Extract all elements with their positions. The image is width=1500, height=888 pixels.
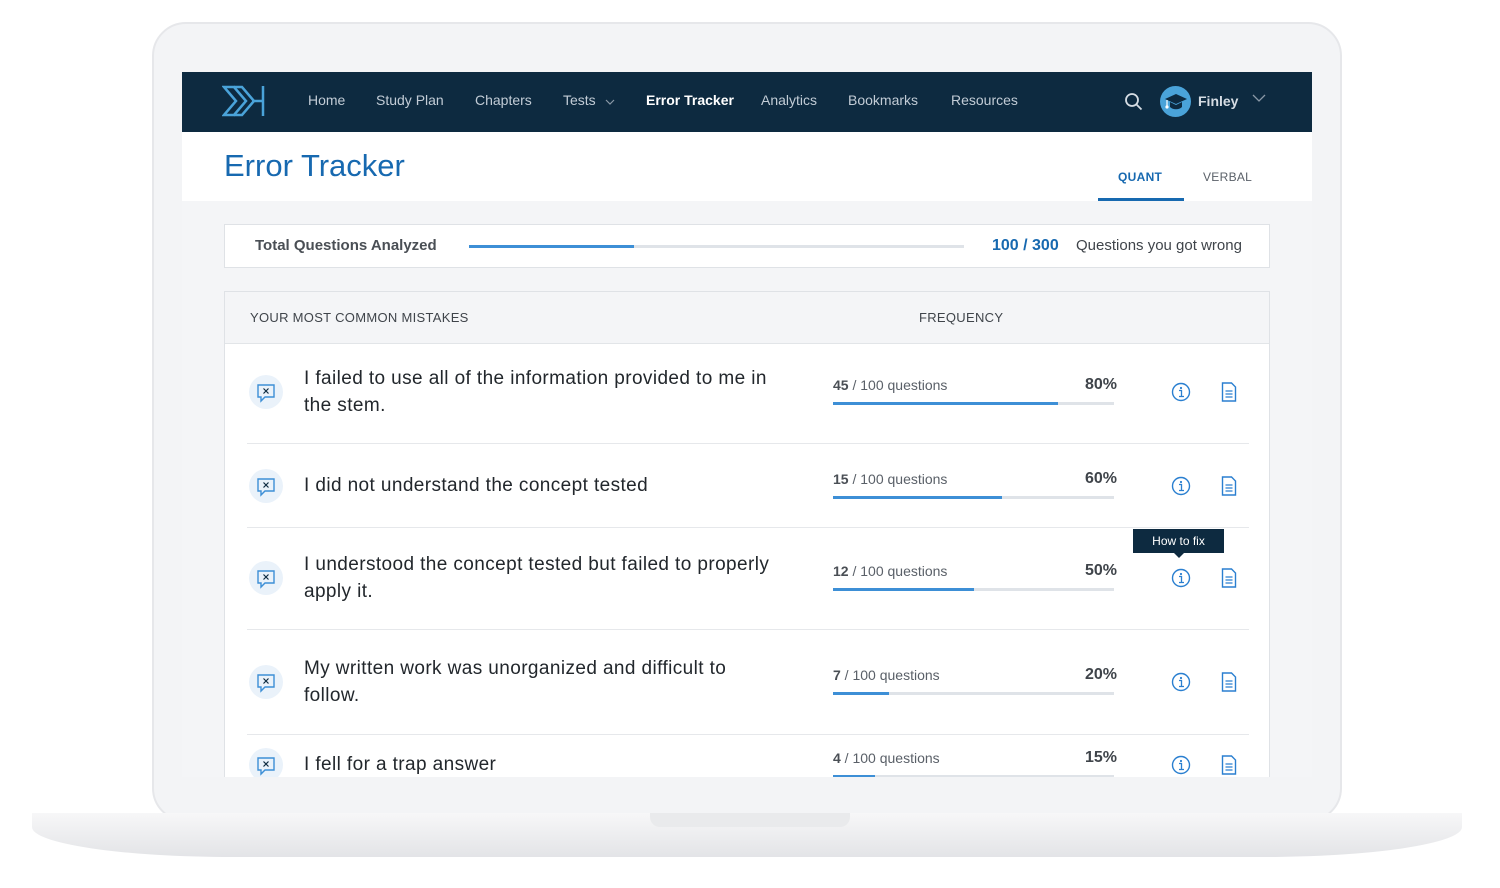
frequency-fill: [833, 588, 974, 591]
nav-tests[interactable]: Tests: [563, 92, 596, 108]
frequency-bar: [833, 775, 1114, 777]
col-mistakes: YOUR MOST COMMON MISTAKES: [250, 310, 469, 325]
count-suffix: / 100 questions: [840, 750, 940, 766]
document-icon[interactable]: [1221, 476, 1237, 496]
count-suffix: / 100 questions: [848, 377, 948, 393]
logo-icon[interactable]: [222, 84, 266, 118]
mistake-text: I did not understand the concept tested: [304, 475, 649, 496]
mistake-icon: [249, 375, 283, 409]
count-number: 15: [833, 471, 849, 487]
mistake-text: I fell for a trap answer: [304, 754, 497, 775]
info-icon[interactable]: [1171, 568, 1191, 588]
tab-verbal[interactable]: VERBAL: [1203, 170, 1253, 184]
count-suffix: / 100 questions: [848, 471, 948, 487]
frequency-fill: [833, 402, 1058, 405]
count-suffix: / 100 questions: [840, 667, 940, 683]
document-icon[interactable]: [1221, 755, 1237, 775]
table-row: I understood the concept tested but fail…: [247, 528, 1249, 630]
frequency-percent: 80%: [1084, 376, 1117, 393]
how-to-fix-tooltip: How to fix: [1133, 529, 1224, 558]
nav-error-tracker[interactable]: Error Tracker: [646, 92, 734, 108]
nav-resources[interactable]: Resources: [951, 92, 1018, 108]
screen: Home Study Plan Chapters Tests Error Tra…: [182, 72, 1312, 777]
table-header: YOUR MOST COMMON MISTAKES FREQUENCY: [225, 292, 1269, 344]
mistake-icon: [249, 561, 283, 595]
frequency-fill: [833, 692, 890, 695]
page-header: Error Tracker QUANT VERBAL: [182, 132, 1312, 201]
count-number: 7: [833, 667, 841, 683]
question-count: 4 / 100 questions: [833, 750, 940, 766]
frequency-fill: [833, 496, 1002, 499]
nav-home[interactable]: Home: [308, 92, 346, 108]
tab-quant[interactable]: QUANT: [1118, 170, 1163, 184]
count-suffix: / 100 questions: [848, 563, 948, 579]
question-count: 7 / 100 questions: [833, 667, 940, 683]
active-tab-indicator: [1098, 198, 1184, 201]
page-title: Error Tracker: [224, 148, 405, 183]
mistake-text: I failed to use all of the information p…: [304, 368, 767, 416]
document-icon[interactable]: [1221, 382, 1237, 402]
total-progress-fill: [469, 245, 634, 248]
avatar[interactable]: [1160, 86, 1191, 117]
total-progress-bar: [469, 245, 964, 248]
nav-study-plan[interactable]: Study Plan: [376, 92, 444, 108]
frequency-bar: [833, 402, 1114, 405]
count-number: 45: [833, 377, 849, 393]
user-name[interactable]: Finley: [1198, 93, 1239, 109]
top-nav: Home Study Plan Chapters Tests Error Tra…: [182, 72, 1312, 132]
document-icon[interactable]: [1221, 568, 1237, 588]
mistake-icon: [249, 748, 283, 777]
chevron-down-icon[interactable]: [605, 99, 615, 105]
frequency-fill: [833, 775, 876, 777]
frequency-percent: 50%: [1084, 562, 1117, 579]
mistake-text: I understood the concept tested but fail…: [304, 554, 770, 602]
frequency-percent: 15%: [1084, 749, 1117, 766]
mistake-icon: [249, 665, 283, 699]
table-row: I fell for a trap answer 4 / 100 questio…: [247, 735, 1249, 777]
frequency-bar: [833, 692, 1114, 695]
table-row: I did not understand the concept tested …: [247, 444, 1249, 528]
question-count: 15 / 100 questions: [833, 471, 947, 487]
info-icon[interactable]: [1171, 755, 1191, 775]
question-count: 12 / 100 questions: [833, 563, 947, 579]
frequency-bar: [833, 496, 1114, 499]
nav-analytics[interactable]: Analytics: [761, 92, 818, 108]
question-count: 45 / 100 questions: [833, 377, 947, 393]
mistakes-table: YOUR MOST COMMON MISTAKES FREQUENCY I fa…: [224, 291, 1270, 777]
count-number: 4: [833, 750, 841, 766]
total-label: Total Questions Analyzed: [255, 237, 437, 254]
document-icon[interactable]: [1221, 672, 1237, 692]
nav-chapters[interactable]: Chapters: [475, 92, 532, 108]
mistake-icon: [249, 469, 283, 503]
info-icon[interactable]: [1171, 476, 1191, 496]
frequency-percent: 20%: [1084, 666, 1117, 683]
laptop-notch: [650, 813, 850, 827]
total-questions-card: Total Questions Analyzed 100 / 300 Quest…: [224, 224, 1270, 268]
col-frequency: FREQUENCY: [919, 310, 1004, 325]
total-caption: Questions you got wrong: [1076, 237, 1242, 254]
table-row: I failed to use all of the information p…: [247, 344, 1249, 444]
graduation-cap-icon: [1165, 94, 1187, 110]
chevron-down-icon[interactable]: [1252, 94, 1266, 102]
total-count: 100 / 300: [992, 237, 1059, 254]
table-row: My written work was unorganized and diff…: [247, 630, 1249, 735]
frequency-bar: [833, 588, 1114, 591]
mistake-text: My written work was unorganized and diff…: [304, 658, 727, 706]
search-icon[interactable]: [1124, 92, 1144, 112]
frequency-percent: 60%: [1084, 470, 1117, 487]
info-icon[interactable]: [1171, 382, 1191, 402]
count-number: 12: [833, 563, 849, 579]
nav-bookmarks[interactable]: Bookmarks: [848, 92, 919, 108]
info-icon[interactable]: [1171, 672, 1191, 692]
